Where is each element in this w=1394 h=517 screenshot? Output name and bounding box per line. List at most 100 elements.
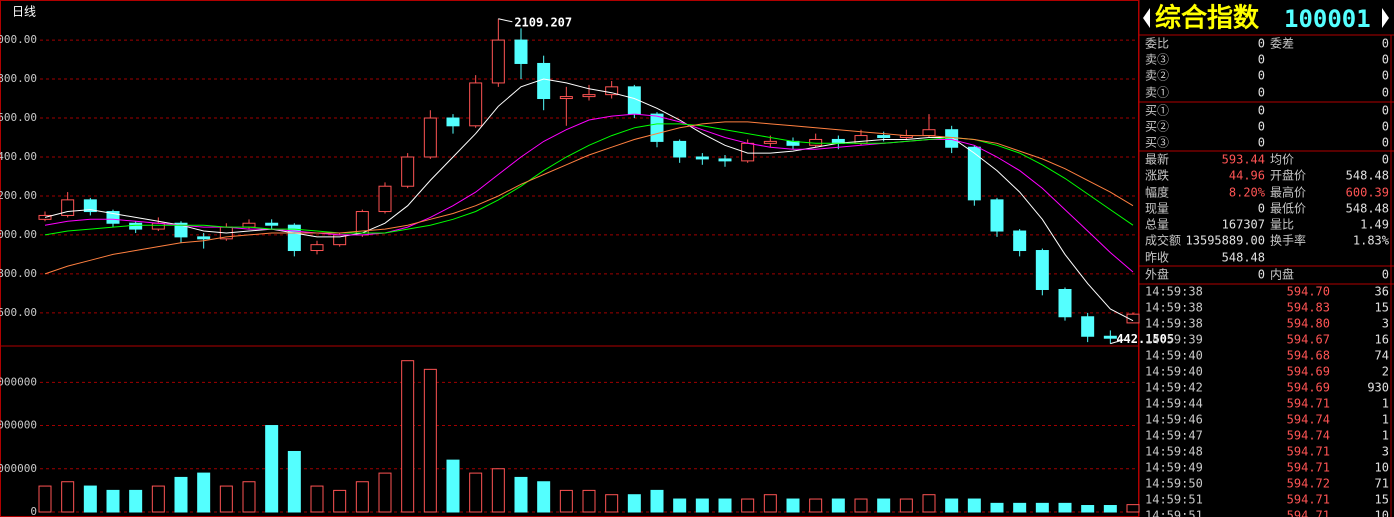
candle-body	[877, 135, 891, 139]
quote-value: 8.20%	[1229, 186, 1266, 200]
trade-time: 14:59:51	[1145, 509, 1203, 517]
trade-time: 14:59:50	[1145, 477, 1203, 491]
quote-value: 0	[1382, 268, 1389, 282]
trade-time: 14:59:49	[1145, 461, 1203, 475]
volume-bar	[174, 476, 188, 513]
volume-bar	[673, 498, 687, 513]
quote-value: 548.48	[1222, 251, 1265, 265]
trade-time: 14:59:47	[1145, 429, 1203, 443]
quote-value: 167307	[1222, 218, 1265, 232]
y-tick-label: 1200.00	[0, 189, 37, 202]
quote-label: 量比	[1270, 218, 1294, 232]
quote-label: 最高价	[1270, 185, 1306, 200]
high-pointer	[498, 18, 513, 23]
quote-value: 548.48	[1346, 169, 1389, 183]
y-tick-label: 1800.00	[0, 72, 37, 85]
volume-bar	[423, 368, 437, 513]
trade-volume: 36	[1375, 285, 1389, 299]
volume-bar	[695, 498, 709, 513]
candle-body	[469, 82, 483, 127]
candle-body	[582, 94, 596, 98]
quote-value: 0	[1258, 104, 1265, 118]
volume-bar	[809, 498, 823, 513]
volume-bar	[129, 489, 143, 513]
volume-bar	[61, 481, 75, 513]
candle-body	[514, 39, 528, 64]
low-pointer	[1110, 339, 1125, 345]
y-tick-label: 800.00	[0, 267, 37, 280]
volume-bar	[491, 468, 505, 513]
candle-body	[718, 158, 732, 162]
quote-label: 昨收	[1145, 251, 1169, 265]
quote-value: 0	[1258, 69, 1265, 83]
volume-bar	[514, 476, 528, 513]
y-tick-label: 600.00	[0, 306, 37, 319]
quote-value: 0	[1382, 120, 1389, 134]
quote-value: 0	[1258, 86, 1265, 100]
volume-bar	[559, 489, 573, 513]
volume-bar	[718, 498, 732, 513]
volume-bar	[378, 472, 392, 513]
volume-bar	[197, 472, 211, 513]
trade-volume: 15	[1375, 493, 1389, 507]
volume-bar	[877, 498, 891, 513]
trade-time: 14:59:40	[1145, 365, 1203, 379]
quote-value: 593.44	[1222, 153, 1265, 167]
candle-body	[265, 222, 279, 226]
volume-bar	[355, 481, 369, 513]
quote-label: 卖③	[1145, 53, 1169, 67]
volume-bar	[650, 489, 664, 513]
quote-value: 0	[1382, 53, 1389, 67]
low-annotation: 442.1505	[1116, 332, 1174, 346]
candle-body	[423, 117, 437, 158]
quote-label: 外盘	[1145, 267, 1169, 282]
trade-time: 14:59:51	[1145, 493, 1203, 507]
y-tick-label: 2000.00	[0, 33, 37, 46]
volume-bar	[831, 498, 845, 513]
quote-label: 幅度	[1145, 185, 1169, 200]
trade-time: 14:59:38	[1145, 285, 1203, 299]
candle-body	[559, 96, 573, 100]
quote-label: 委差	[1270, 37, 1294, 51]
trade-price: 594.70	[1287, 285, 1330, 299]
trade-volume: 930	[1367, 381, 1389, 395]
trade-price: 594.71	[1287, 397, 1330, 411]
quote-label: 内盘	[1270, 267, 1294, 282]
quote-label: 涨跌	[1145, 168, 1169, 183]
quote-label: 换手率	[1270, 233, 1306, 248]
candle-body	[673, 140, 687, 158]
y-tick-label: 30000000	[0, 375, 37, 388]
trade-price: 594.69	[1287, 365, 1330, 379]
quote-value: 0	[1258, 53, 1265, 67]
trade-time: 14:59:42	[1145, 381, 1203, 395]
index-name: 综合指数	[1155, 3, 1260, 34]
quote-value: 0	[1382, 136, 1389, 150]
candle-body	[922, 129, 936, 137]
trade-time: 14:59:38	[1145, 317, 1203, 331]
volume-bar	[922, 494, 936, 513]
volume-bar	[1058, 502, 1072, 513]
volume-bar	[786, 498, 800, 513]
candle-body	[763, 140, 777, 144]
trade-time: 14:59:44	[1145, 397, 1203, 411]
volume-bar	[763, 494, 777, 513]
quote-value: 0	[1258, 120, 1265, 134]
candle-body	[106, 211, 120, 224]
volume-bar	[446, 459, 460, 513]
candle-body	[83, 199, 97, 213]
trade-volume: 3	[1382, 317, 1389, 331]
candle-body	[129, 222, 143, 230]
candle-body	[537, 62, 551, 100]
prev-arrow[interactable]	[1143, 8, 1150, 28]
candle-body	[1058, 288, 1072, 318]
volume-bar	[741, 498, 755, 513]
trade-time: 14:59:46	[1145, 413, 1203, 427]
candle-body	[310, 244, 324, 252]
period-label: 日线	[12, 5, 36, 19]
quote-value: 0	[1258, 202, 1265, 216]
volume-bar	[38, 485, 52, 513]
volume-bar	[854, 498, 868, 513]
next-arrow[interactable]	[1382, 8, 1389, 28]
